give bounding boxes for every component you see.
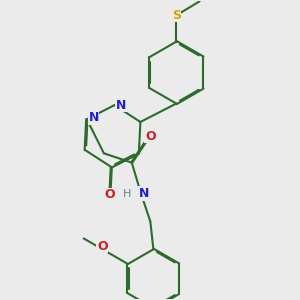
Text: H: H (123, 189, 131, 199)
Text: O: O (105, 188, 115, 201)
Text: O: O (97, 240, 108, 253)
Text: O: O (145, 130, 156, 143)
Text: S: S (172, 9, 181, 22)
Text: N: N (139, 187, 149, 200)
Text: N: N (116, 99, 126, 112)
Text: N: N (88, 111, 99, 124)
